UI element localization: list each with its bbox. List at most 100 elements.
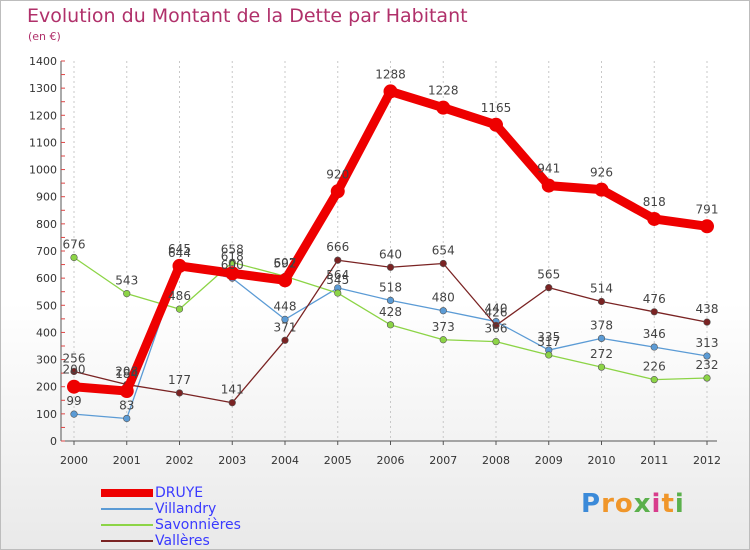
logo-letter: x [633, 489, 652, 519]
data-label: 600 [221, 258, 244, 272]
data-label: 371 [274, 320, 297, 334]
data-label: 518 [379, 280, 402, 294]
data-label: 486 [168, 289, 191, 303]
data-point [492, 321, 500, 329]
data-label: 640 [379, 247, 402, 261]
x-tick-label: 2006 [377, 454, 405, 467]
data-point [334, 289, 342, 297]
data-label: 373 [432, 320, 455, 334]
data-label: 83 [119, 398, 134, 412]
y-tick-label: 400 [36, 326, 57, 339]
data-label: 654 [432, 243, 455, 257]
data-label: 208 [115, 365, 138, 379]
data-label: 99 [66, 394, 81, 408]
data-label: 476 [643, 292, 666, 306]
data-point [119, 384, 134, 399]
data-point [67, 379, 81, 394]
data-label: 645 [168, 242, 191, 256]
data-point [439, 336, 447, 344]
y-tick-label: 900 [36, 191, 57, 204]
data-point [650, 308, 658, 316]
legend-swatch [101, 489, 153, 497]
data-label: 438 [696, 302, 719, 316]
data-label: 658 [221, 242, 244, 256]
data-point [278, 273, 292, 288]
logo-letter: P [581, 489, 602, 519]
data-label: 141 [221, 383, 244, 397]
y-tick-label: 600 [36, 272, 57, 285]
y-tick-label: 300 [36, 354, 57, 367]
data-point [703, 352, 711, 360]
data-label: 346 [643, 327, 666, 341]
data-label: 440 [485, 302, 508, 316]
y-tick-label: 1100 [29, 136, 57, 149]
y-tick-label: 1200 [29, 109, 57, 122]
data-label: 256 [63, 352, 86, 366]
legend-label: Vallères [155, 533, 210, 549]
legend-swatch [101, 524, 153, 526]
x-tick-label: 2004 [271, 454, 299, 467]
data-point [70, 253, 78, 262]
x-tick-label: 2009 [535, 454, 563, 467]
data-point [545, 284, 553, 292]
x-tick-label: 2003 [218, 454, 246, 467]
data-point [228, 399, 236, 407]
legend-label: DRUYE [155, 485, 204, 501]
data-label: 272 [590, 347, 613, 361]
data-label: 543 [115, 274, 138, 288]
y-tick-label: 0 [50, 435, 57, 448]
data-label: 232 [696, 358, 719, 372]
data-point [545, 351, 553, 359]
data-point [700, 219, 714, 234]
y-tick-label: 100 [36, 408, 57, 421]
legend-label: Savonnières [155, 517, 241, 533]
data-point [386, 296, 395, 305]
data-point [228, 258, 236, 267]
y-tick-label: 500 [36, 299, 57, 312]
data-label: 428 [379, 305, 402, 319]
x-tick-label: 2012 [693, 454, 721, 467]
data-point [330, 184, 345, 199]
data-label: 607 [274, 256, 297, 270]
data-point [650, 343, 658, 351]
data-label: 480 [432, 291, 455, 305]
data-point [175, 305, 184, 313]
y-tick-label: 200 [36, 381, 57, 394]
legend-label: Villandry [155, 501, 217, 517]
data-label: 200 [63, 363, 86, 377]
data-point [439, 307, 447, 315]
data-point [436, 100, 451, 115]
data-point [489, 117, 503, 132]
data-label: 1288 [375, 67, 406, 81]
logo-letter: i [651, 489, 662, 519]
x-tick-label: 2007 [429, 454, 457, 467]
x-tick-label: 2001 [113, 454, 141, 467]
data-point [123, 414, 131, 423]
data-label: 545 [326, 273, 349, 287]
series-layer [67, 84, 714, 423]
data-label: 666 [326, 240, 349, 254]
data-point [225, 266, 240, 281]
data-label: 644 [168, 246, 191, 260]
data-point [334, 256, 342, 264]
y-tick-label: 1400 [29, 55, 57, 68]
data-point [123, 290, 131, 298]
y-tick-label: 1300 [29, 82, 57, 95]
data-point [650, 376, 658, 384]
data-label: 920 [326, 167, 349, 181]
data-label: 926 [590, 166, 613, 180]
data-point [594, 182, 609, 197]
chart-subtitle: (en €) [28, 30, 61, 43]
chart-title: Evolution du Montant de la Dette par Hab… [27, 5, 468, 27]
logo-letter: t [661, 489, 675, 519]
data-labels: 200 184 645 618 592 920 1288 1228 1165 941 926 818 7… [63, 67, 719, 412]
data-label: 1165 [481, 101, 512, 115]
data-label: 313 [696, 336, 719, 350]
data-point [492, 338, 500, 346]
data-point [703, 374, 711, 382]
data-point [597, 363, 606, 371]
data-label: 618 [221, 249, 244, 263]
data-label: 941 [537, 162, 560, 176]
